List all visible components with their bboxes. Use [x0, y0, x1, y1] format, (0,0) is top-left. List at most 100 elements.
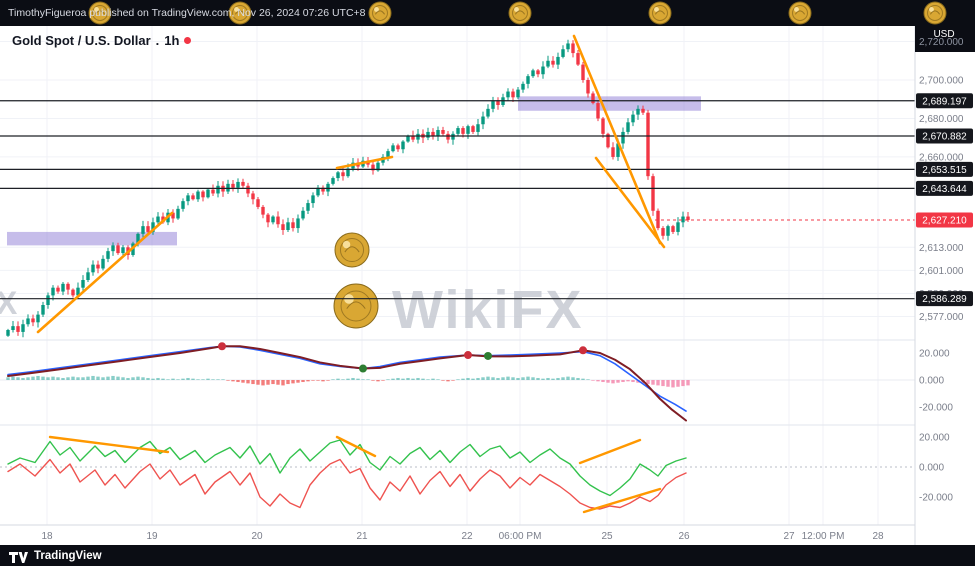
macd-histogram-bar [581, 378, 585, 380]
symbol-name: Gold Spot / U.S. Dollar [12, 33, 151, 48]
macd-histogram-bar [676, 380, 680, 387]
macd-histogram-bar [591, 380, 595, 381]
signal-dot [464, 351, 472, 360]
price-badge [916, 93, 973, 109]
candle-body [91, 264, 95, 273]
macd-histogram-bar [206, 378, 210, 380]
macd-histogram-bar [611, 380, 615, 384]
candle-body [11, 326, 15, 330]
macd-histogram-bar [681, 380, 685, 387]
candle-body [281, 224, 285, 230]
time-label: 20 [251, 531, 263, 542]
macd-histogram-bar [586, 379, 590, 380]
candle-body [121, 247, 125, 254]
candle-body [256, 199, 260, 207]
wikifx-coin-icon [228, 1, 252, 25]
macd-histogram-bar [456, 379, 460, 380]
candle-body [596, 103, 600, 119]
macd-histogram-bar [131, 377, 135, 380]
attribution-text: TimothyFigueroa published on TradingView… [8, 7, 366, 19]
macd-histogram-bar [111, 375, 115, 380]
macd-histogram-bar [46, 377, 50, 380]
macd-histogram-bar [261, 380, 265, 386]
macd-histogram-bar [371, 380, 375, 381]
price-label: 2,700.000 [919, 76, 964, 87]
macd-histogram-bar [411, 378, 415, 380]
candle-body [71, 289, 75, 296]
macd-histogram-bar [236, 380, 240, 383]
current-price-badge-label: 2,627.210 [922, 215, 967, 226]
macd-histogram-bar [291, 380, 295, 384]
wikifx-coin-icon [88, 1, 112, 25]
time-label: 22 [461, 531, 473, 542]
macd-histogram-bar [301, 380, 305, 383]
candle-body [406, 135, 410, 142]
tradingview-logo-text[interactable]: TradingView [34, 549, 102, 562]
macd-histogram-bar [461, 378, 465, 380]
time-label: 26 [678, 531, 690, 542]
candle-body [76, 287, 80, 296]
signal-dot [218, 342, 226, 351]
macd-histogram-bar [331, 379, 335, 380]
macd-histogram-bar [351, 377, 355, 380]
candle-body [576, 53, 580, 65]
macd-histogram-bar [366, 379, 370, 380]
macd-histogram-bar [531, 377, 535, 380]
price-axis[interactable] [915, 26, 975, 545]
candle-body [671, 226, 675, 232]
candle-body [396, 145, 400, 150]
candle-body [516, 89, 520, 98]
macd-histogram-bar [341, 379, 345, 380]
candle-body [456, 128, 460, 134]
macd-histogram-bar [136, 376, 140, 380]
candle-body [321, 187, 325, 192]
tradingview-logo-icon[interactable] [8, 549, 29, 563]
macd-histogram-bar [631, 380, 635, 383]
macd-histogram-bar [426, 379, 430, 380]
macd-histogram-bar [181, 378, 185, 380]
macd-histogram-bar [196, 379, 200, 380]
time-label: 06:00 PM [499, 531, 542, 542]
macd-histogram-bar [266, 380, 270, 385]
macd-histogram-bar [616, 380, 620, 383]
watermark-partial-text: X [0, 285, 18, 321]
macd-histogram-bar [526, 376, 530, 380]
candle-body [646, 112, 650, 177]
macd-histogram-bar [316, 380, 320, 381]
symbol-title[interactable]: Gold Spot / U.S. Dollar . 1h [12, 33, 192, 48]
candle-body [431, 131, 435, 136]
time-label: 18 [41, 531, 53, 542]
candle-body [626, 122, 630, 132]
price-label: 2,577.000 [919, 312, 964, 323]
candle-body [116, 245, 120, 254]
macd-histogram-bar [571, 377, 575, 380]
candle-body [651, 176, 655, 211]
macd-histogram-bar [246, 380, 250, 384]
candle-body [236, 181, 240, 188]
macd-histogram-bar [666, 380, 670, 387]
macd-histogram-bar [216, 379, 220, 380]
macd-histogram-bar [671, 380, 675, 388]
candle-body [496, 101, 500, 105]
indicator-axis-label: -20.000 [919, 403, 953, 414]
macd-histogram-bar [646, 380, 650, 385]
macd-histogram-bar [91, 375, 95, 380]
candle-body [31, 318, 35, 323]
candle-body [511, 91, 515, 98]
price-badge-label: 2,586.289 [922, 294, 967, 305]
footer-bar: TradingView [0, 545, 975, 566]
macd-histogram-bar [516, 377, 520, 380]
trendline [335, 155, 394, 170]
candle-body [266, 214, 270, 223]
macd-histogram-bar [276, 380, 280, 385]
candle-body [271, 216, 275, 223]
osc-trendline [48, 435, 170, 454]
macd-histogram-bar [556, 377, 560, 380]
wikifx-coin-icon [788, 1, 812, 25]
macd-histogram-bar [296, 380, 300, 383]
candle-body [591, 93, 595, 104]
macd-histogram-bar [186, 377, 190, 380]
candle-body [296, 218, 300, 229]
time-axis[interactable] [0, 525, 915, 545]
